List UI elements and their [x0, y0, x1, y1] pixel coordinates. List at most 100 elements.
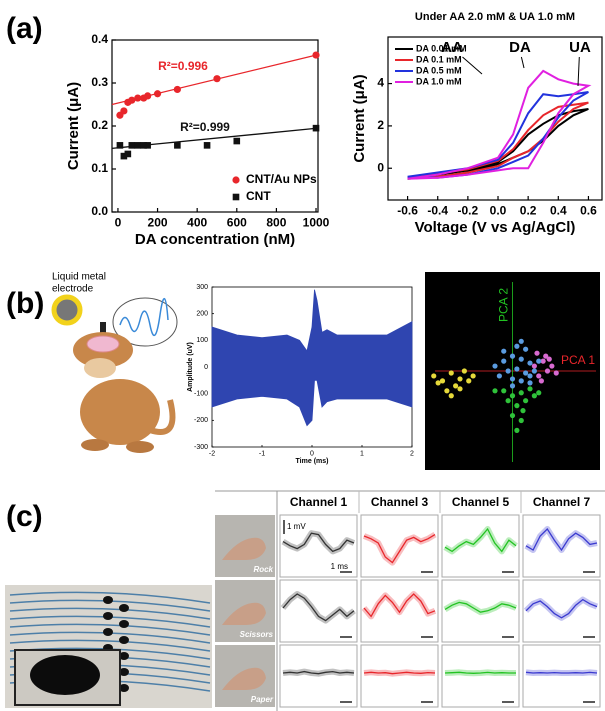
column-header: Channel 5 [452, 495, 510, 509]
pca-point [505, 368, 511, 374]
scale-label: 1 ms [331, 562, 348, 571]
emg-trace [444, 527, 517, 553]
emg-trace [525, 527, 598, 552]
emg-trace [363, 593, 436, 618]
pca-point [470, 373, 476, 379]
x-tick-label: -0.4 [427, 204, 448, 218]
y-tick-label: 0.2 [91, 118, 108, 132]
scale-label: 1 mV [287, 522, 306, 531]
annotation: DA [509, 39, 531, 56]
y-tick-label: 300 [196, 284, 208, 291]
pca-point [531, 368, 537, 374]
point [312, 124, 320, 132]
pca-point [536, 358, 542, 364]
electrode-label: Liquid metal [52, 272, 106, 283]
pca-point [453, 383, 459, 389]
brain [86, 335, 120, 353]
y-tick-label: 0.3 [91, 75, 108, 89]
pca-point [543, 353, 549, 359]
electrode-label: electrode [52, 284, 94, 295]
trace-cell [441, 644, 520, 708]
cv-curve [407, 91, 589, 179]
y-tick-label: 0 [377, 160, 384, 174]
trace-cell [279, 644, 358, 708]
pca-point [431, 373, 437, 379]
trace-cell [279, 514, 358, 578]
point [233, 137, 241, 145]
point [173, 85, 181, 94]
y-tick-label: -100 [194, 391, 208, 398]
pca-label: PCA 2 [497, 288, 511, 322]
legend-label: DA 0.01 mM [416, 43, 467, 53]
pca-point [509, 412, 516, 419]
annotation-arrow [520, 56, 525, 69]
trace-cell [360, 644, 439, 708]
emg-trace [282, 670, 355, 675]
legend-label: DA 0.1 mM [416, 54, 462, 64]
pca-point [518, 417, 524, 424]
pca-label: PCA 1 [561, 353, 595, 367]
trace-cell [522, 579, 601, 643]
pca-point [523, 398, 529, 404]
point [213, 75, 221, 83]
x-tick-label: 800 [266, 216, 286, 230]
y-tick-label: 0.1 [91, 161, 108, 175]
column-header: Channel 1 [290, 495, 348, 509]
y-tick-label: 0.0 [91, 204, 108, 218]
y-tick-label: 0.4 [91, 32, 108, 46]
pca-point [505, 398, 511, 404]
probe [100, 322, 106, 336]
pca-point [553, 370, 559, 376]
point [312, 51, 320, 59]
pca-point [457, 386, 463, 392]
panel-label: (a) [6, 12, 43, 45]
column-header: Channel 3 [371, 495, 429, 509]
annotation-arrow [462, 56, 483, 75]
pca-point [496, 373, 502, 379]
x-tick-label: 2 [410, 450, 414, 457]
y-axis-label: Amplitude (uV) [187, 342, 194, 392]
hand [222, 602, 266, 625]
pca-point [509, 353, 516, 359]
point [153, 90, 162, 98]
trace-cell [279, 579, 358, 643]
monkey-foot [126, 441, 154, 453]
pca-point [518, 390, 524, 396]
y-tick-label: 4 [377, 76, 384, 90]
gesture-label: Scissors [240, 630, 274, 639]
x-axis-label: Time (ms) [296, 458, 329, 465]
pca-point [514, 366, 520, 372]
pca-point [518, 378, 524, 384]
x-tick-label: 0.4 [550, 204, 567, 218]
pca-point [466, 378, 472, 384]
y-tick-label: 200 [196, 311, 208, 318]
emg-trace [444, 601, 517, 613]
point [128, 96, 136, 104]
pca-point [534, 350, 540, 356]
hand [222, 537, 266, 560]
point [124, 150, 132, 158]
emg-trace [282, 532, 355, 553]
pca-point [439, 378, 446, 384]
x-axis-label: Voltage (V vs Ag/AgCl) [415, 219, 576, 236]
pca-point [514, 427, 520, 433]
annotation: UA [569, 39, 591, 56]
point [174, 142, 181, 149]
pca-point [540, 358, 546, 364]
x-tick-label: -2 [209, 450, 215, 457]
pca-point [509, 376, 516, 382]
x-axis-label: DA concentration (nM) [135, 231, 295, 248]
annotation: R²=0.996 [158, 59, 208, 73]
pca-point [520, 408, 526, 414]
pca-point [492, 363, 498, 369]
trace-cell [522, 644, 601, 708]
monkey-illustration [51, 294, 178, 453]
electrode-icon [51, 294, 83, 326]
inset-electrode [30, 655, 100, 695]
pca-point [518, 356, 524, 362]
pca-point [523, 346, 529, 352]
x-tick-label: 1000 [303, 216, 330, 230]
x-tick-label: 0.6 [580, 204, 597, 218]
emg-trace [525, 598, 598, 619]
x-tick-label: 0 [115, 216, 122, 230]
